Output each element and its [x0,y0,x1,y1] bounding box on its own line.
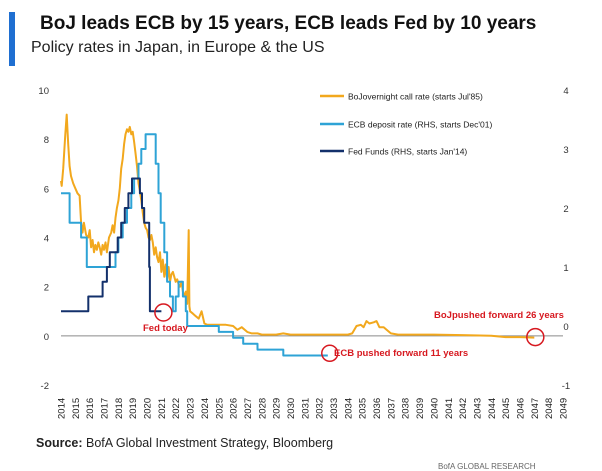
legend-entry-label: ECB deposit rate (RHS, starts Dec'01) [348,120,492,130]
x-axis-tick-label: 2016 [85,398,96,419]
x-axis-tick-label: 2047 [530,398,541,419]
x-axis-tick-label: 2049 [559,398,570,419]
x-axis-tick-label: 2022 [171,398,182,419]
left-axis-tick-label: 10 [38,86,49,97]
x-axis-tick-label: 2033 [329,398,340,419]
x-axis-tick-label: 2035 [358,398,369,419]
x-axis-tick-label: 2048 [544,398,555,419]
source-text: BofA Global Investment Strategy, Bloombe… [82,436,334,450]
x-axis-tick-label: 2027 [243,398,254,419]
fed-today-label: Fed today [143,323,189,334]
right-axis-tick-label: 0 [563,322,568,333]
x-axis-tick-label: 2023 [186,398,197,419]
left-axis-tick-label: -2 [41,381,49,392]
series-layer [60,113,535,357]
title-accent-bar [9,12,15,66]
right-axis-tick-label: 3 [563,145,568,156]
right-axis-tick-label: -1 [562,381,570,392]
series-line [61,177,162,313]
x-axis-tick-label: 2032 [315,398,326,419]
source-note: Source: BofA Global Investment Strategy,… [36,436,333,450]
x-axis-tick-label: 2020 [143,398,154,419]
x-axis-tick-label: 2038 [401,398,412,419]
x-axis-tick-label: 2030 [286,398,297,419]
legend: BoJovernight call rate (starts Jul'85) EC… [320,92,492,157]
annotations-layer: Fed today ECB pushed forward 11 years BoJp… [143,303,564,363]
x-axis-tick-label: 2040 [429,398,440,419]
source-label: Source: [36,436,83,450]
x-axis-tick-label: 2028 [257,398,268,419]
left-axis-tick-label: 8 [44,135,49,146]
x-axis-tick-label: 2026 [229,398,240,419]
left-axis-tick-label: 0 [44,332,49,343]
chart-subtitle: Policy rates in Japan, in Europe & the U… [31,39,325,56]
x-axis-tick-label: 2019 [128,398,139,419]
legend-entry-label: Fed Funds (RHS, starts Jan'14) [348,147,467,157]
x-axis-tick-label: 2037 [386,398,397,419]
legend-entry-label: BoJovernight call rate (starts Jul'85) [348,92,483,102]
x-axis-tick-label: 2034 [343,398,354,419]
left-axis-tick-label: 6 [44,184,49,195]
footer-text: BofA GLOBAL RESEARCH [438,462,536,471]
left-axis-tick-label: 2 [44,283,49,294]
x-axis-tick-label: 2014 [57,398,68,419]
right-axis-tick-label: 2 [563,204,568,215]
right-axis-tick-label: 1 [563,263,568,274]
fed-today-marker [154,303,173,322]
x-axis-tick-label: 2017 [100,398,111,419]
series-line [60,113,535,339]
x-axis-tick-label: 2039 [415,398,426,419]
x-axis-tick-label: 2018 [114,398,125,419]
left-axis-tick-label: 4 [44,234,49,245]
x-axis-tick-label: 2042 [458,398,469,419]
series-line [61,133,328,357]
x-axis-tick-label: 2045 [501,398,512,419]
x-axis-tick-label: 2044 [487,398,498,419]
x-axis-tick-label: 2015 [71,398,82,419]
x-axis-tick-label: 2043 [472,398,483,419]
x-axis-tick-label: 2024 [200,398,211,419]
ecb-label: ECB pushed forward 11 years [334,348,468,359]
x-axis-tick-label: 2021 [157,398,168,419]
x-axis-tick-label: 2029 [272,398,283,419]
x-axis-tick-label: 2036 [372,398,383,419]
boj-marker [526,327,545,347]
x-axis-tick-label: 2041 [444,398,455,419]
chart-title: BoJ leads ECB by 15 years, ECB leads Fed… [40,13,537,34]
ecb-marker [321,344,339,363]
x-axis-tick-label: 2046 [515,398,526,419]
x-axis-tick-label: 2025 [214,398,225,419]
right-axis-tick-label: 4 [563,86,568,97]
x-axis-tick-label: 2031 [300,398,311,419]
boj-label: BoJpushed forward 26 years [434,310,564,321]
